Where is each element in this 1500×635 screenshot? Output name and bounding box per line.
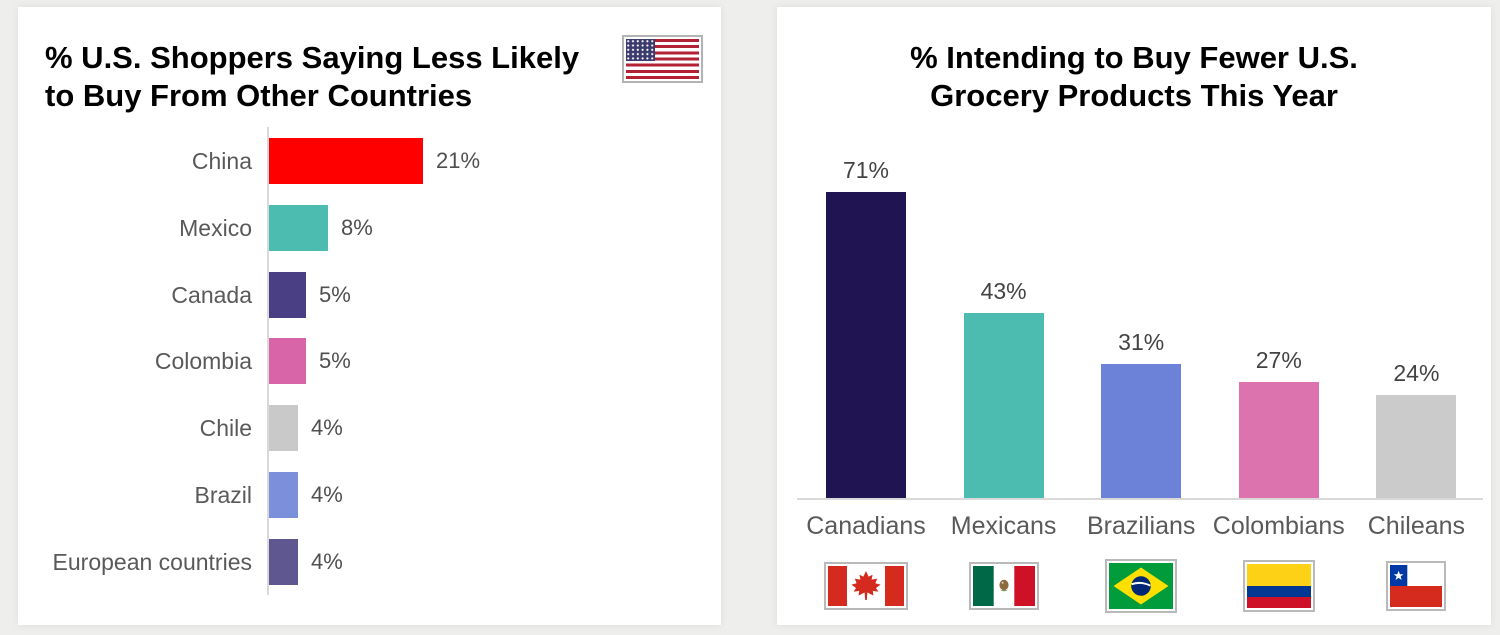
category-label-brazilians: Brazilians: [1087, 512, 1196, 540]
value-label-brazil: 4%: [311, 481, 343, 507]
left-title-line-2: to Buy From Other Countries: [45, 78, 473, 113]
bar-colombia: [269, 338, 306, 385]
value-label-brazilians: 31%: [1118, 329, 1165, 355]
bar-mexico: [269, 204, 328, 251]
us-flag-stripes: [626, 39, 699, 79]
right-chart-title: % Intending to Buy Fewer U.S. Grocery Pr…: [834, 39, 1434, 115]
bar-chileans: [1376, 395, 1457, 498]
left-bar-chart: China 21% Mexico 8% Canada 5% Colombia 5% Chile 4…: [18, 7, 721, 625]
right-chart-axis-line: [797, 498, 1483, 500]
category-label-canadians: Canadians: [806, 512, 926, 540]
right-title-line-1: % Intending to Buy Fewer U.S.: [910, 40, 1358, 75]
right-title-line-2: Grocery Products This Year: [930, 78, 1338, 113]
category-label-brazil: Brazil: [194, 481, 252, 508]
bar-canada: [269, 271, 306, 318]
bar-mexicans: [963, 313, 1044, 498]
category-label-mexicans: Mexicans: [950, 512, 1057, 540]
bar-brazilians: [1101, 364, 1182, 498]
value-label-colombians: 27%: [1255, 347, 1302, 373]
category-label-chile: Chile: [199, 415, 252, 441]
category-label-china: China: [191, 148, 252, 174]
right-bar-chart: 71% Canadians 43% Mexicans 31% Brazilians 2…: [777, 7, 1491, 625]
left-chart-title: % U.S. Shoppers Saying Less Likely to Bu…: [45, 39, 579, 115]
mexico-flag-icon: [968, 562, 1039, 610]
value-label-canadians: 71%: [842, 157, 890, 183]
value-label-european-countries: 4%: [311, 548, 343, 574]
value-label-mexicans: 43%: [980, 278, 1027, 304]
left-chart-card: % U.S. Shoppers Saying Less Likely to Bu…: [18, 7, 721, 625]
bar-chile: [269, 405, 298, 451]
category-label-chileans: Chileans: [1367, 512, 1466, 540]
colombia-flag-icon: [1242, 560, 1315, 612]
category-label-colombia: Colombia: [154, 348, 252, 375]
value-label-mexico: 8%: [341, 214, 373, 240]
category-label-canada: Canada: [171, 281, 252, 308]
bar-brazil: [269, 471, 298, 518]
category-label-mexico: Mexico: [179, 214, 252, 241]
canada-flag-icon: [824, 562, 908, 610]
right-chart-card: % Intending to Buy Fewer U.S. Grocery Pr…: [777, 7, 1491, 625]
value-label-colombia: 5%: [319, 348, 351, 374]
chile-flag-icon: [1386, 561, 1447, 611]
value-label-chile: 4%: [311, 415, 343, 440]
value-label-canada: 5%: [319, 281, 351, 307]
us-flag-icon: [622, 35, 703, 83]
brazil-flag-icon: [1105, 559, 1178, 613]
bar-colombians: [1238, 382, 1319, 498]
value-label-china: 21%: [436, 148, 481, 173]
left-title-line-1: % U.S. Shoppers Saying Less Likely: [45, 40, 580, 75]
bar-european-countries: [269, 538, 298, 585]
left-chart-axis-line: [267, 127, 269, 595]
bar-china: [269, 138, 423, 184]
value-label-chileans: 24%: [1393, 360, 1440, 386]
bar-canadians: [826, 192, 906, 498]
category-label-european-countries: European countries: [52, 548, 252, 575]
us-flag-canton: [626, 39, 655, 61]
category-label-colombians: Colombians: [1212, 512, 1345, 540]
